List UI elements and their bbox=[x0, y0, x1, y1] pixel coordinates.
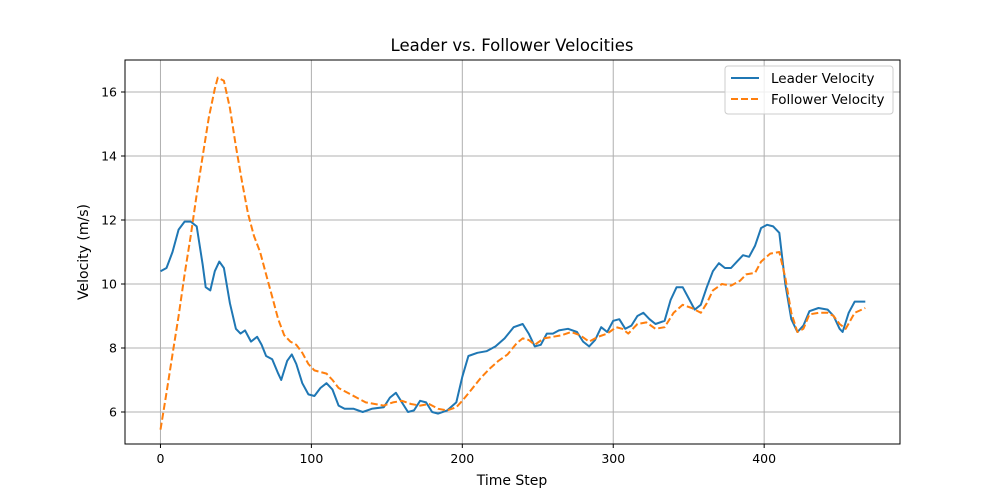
y-axis-label: Velocity (m/s) bbox=[76, 204, 92, 300]
legend-label-follower: Follower Velocity bbox=[771, 92, 884, 108]
x-axis-label: Time Step bbox=[476, 473, 548, 489]
x-tick-label: 0 bbox=[156, 451, 164, 466]
x-tick-label: 300 bbox=[601, 451, 625, 466]
chart-title: Leader vs. Follower Velocities bbox=[391, 36, 634, 55]
axis-ticks: 0 100 200 300 400 6 8 10 12 14 16 bbox=[101, 85, 776, 467]
y-tick-label: 6 bbox=[109, 405, 117, 420]
y-tick-label: 8 bbox=[109, 341, 117, 356]
x-tick-label: 100 bbox=[299, 451, 323, 466]
x-tick-label: 400 bbox=[752, 451, 776, 466]
plot-area-frame bbox=[124, 59, 901, 445]
legend-box bbox=[724, 65, 894, 115]
y-tick-label: 12 bbox=[101, 213, 117, 228]
leader-velocity-line bbox=[160, 220, 866, 415]
legend-label-leader: Leader Velocity bbox=[771, 71, 875, 87]
legend: Leader Velocity Follower Velocity bbox=[724, 65, 894, 115]
y-tick-label: 10 bbox=[101, 277, 117, 292]
y-tick-label: 14 bbox=[101, 149, 117, 164]
series-lines bbox=[159, 76, 866, 430]
x-tick-label: 200 bbox=[450, 451, 474, 466]
y-tick-label: 16 bbox=[101, 85, 117, 100]
follower-velocity-line bbox=[159, 76, 866, 430]
